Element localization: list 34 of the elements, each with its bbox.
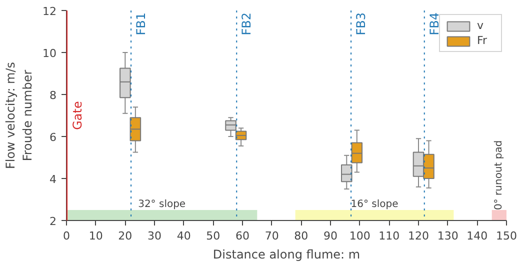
legend-label: Fr <box>477 34 488 47</box>
x-tick-label: 80 <box>294 230 308 242</box>
x-tick-label: 130 <box>437 230 458 242</box>
y-tick-label: 6 <box>50 131 56 144</box>
y-tick-label: 12 <box>42 5 57 18</box>
y-tick-label: 10 <box>42 47 57 60</box>
y-tick-label: 4 <box>50 173 56 186</box>
x-tick-label: 140 <box>466 230 488 242</box>
x-tick-label: 60 <box>236 230 250 242</box>
band-label: 16° slope <box>350 199 398 210</box>
legend-label: v <box>477 19 485 32</box>
x-tick-label: 30 <box>148 230 162 242</box>
x-axis-title: Distance along flume: m <box>212 248 360 262</box>
band-label: 0° runout pad <box>494 140 505 210</box>
y-tick-label: 8 <box>50 89 56 102</box>
ref-line-label: FB2 <box>240 12 254 36</box>
ref-line-label: Gate <box>70 101 84 130</box>
ref-line-label: FB4 <box>427 12 442 36</box>
y-axis-title: Flow velocity: m/s Froude number <box>4 62 35 170</box>
x-tick-label: 120 <box>408 230 429 242</box>
x-tick-label: 50 <box>206 230 220 242</box>
y-tick-label: 2 <box>50 215 56 228</box>
x-tick-label: 150 <box>496 230 517 242</box>
x-tick-label: 110 <box>378 230 400 242</box>
x-tick-label: 40 <box>176 230 191 242</box>
ref-line-label: FB3 <box>354 12 368 36</box>
x-tick-label: 90 <box>324 230 338 242</box>
x-tick-label: 10 <box>88 230 103 242</box>
ref-line-label: FB1 <box>134 12 148 36</box>
x-tick-label: 70 <box>264 230 279 242</box>
band-label: 32° slope <box>138 199 186 210</box>
x-tick-label: 100 <box>349 230 370 242</box>
x-tick-label: 0 <box>63 230 70 242</box>
x-tick-label: 20 <box>118 230 132 242</box>
